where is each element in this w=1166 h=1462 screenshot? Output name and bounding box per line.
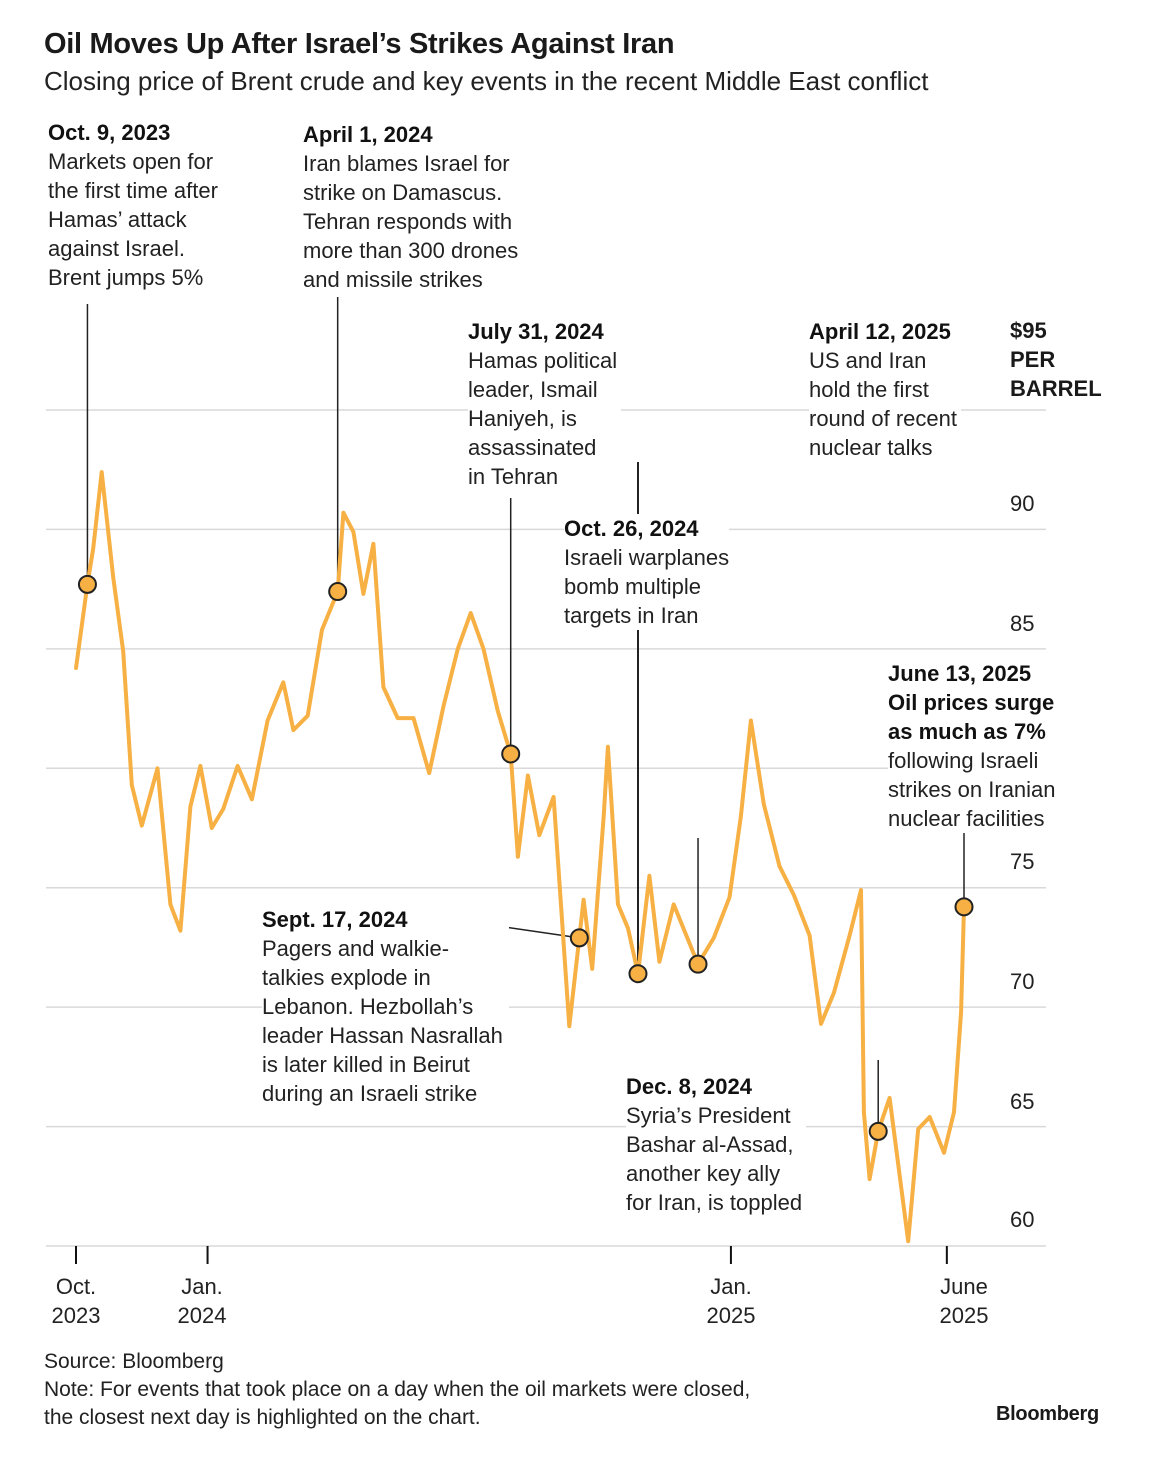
annotation-oct-2024: Oct. 26, 2024 Israeli warplanes bomb mul… <box>564 514 730 630</box>
annotation-line: bomb multiple <box>564 574 701 599</box>
annotation-line: against Israel. <box>48 236 185 261</box>
annotation-date: Dec. 8, 2024 <box>626 1074 752 1099</box>
annotation-line-bold: Oil prices surge <box>888 690 1055 715</box>
x-tick-label: Oct. 2023 <box>36 1272 116 1330</box>
annotation-line: Iran blames Israel for <box>303 151 510 176</box>
source-line: Source: Bloomberg <box>44 1350 224 1373</box>
x-tick-label: Jan. 2025 <box>691 1272 771 1330</box>
x-tick-year: 2025 <box>706 1303 756 1328</box>
annotation-line: round of recent <box>809 406 957 431</box>
y-tick-label: 85 <box>1010 611 1035 636</box>
annotation-line: Markets open for <box>48 149 214 174</box>
event-marker <box>569 928 589 948</box>
annotation-line: assassinated <box>468 435 597 460</box>
event-marker <box>688 954 708 974</box>
annotation-line: Brent jumps 5% <box>48 265 204 290</box>
bloomberg-logo: Bloomberg <box>996 1403 1099 1425</box>
annotation-line: and missile strikes <box>303 267 483 292</box>
y-unit-line: PER <box>1010 347 1056 372</box>
event-marker <box>954 897 974 917</box>
annotation-dec-2024: Dec. 8, 2024 Syria’s President Bashar al… <box>626 1072 807 1217</box>
note-line: Note: For events that took place on a da… <box>44 1378 751 1401</box>
annotation-line: more than 300 drones <box>303 238 519 263</box>
event-marker <box>77 574 97 594</box>
event-marker <box>501 744 521 764</box>
brent-price-line <box>74 470 966 1244</box>
annotation-date: Oct. 26, 2024 <box>564 516 699 541</box>
annotation-line: US and Iran <box>809 348 927 373</box>
x-tick-month: Jan. <box>181 1274 223 1299</box>
annotation-line: Lebanon. Hezbollah’s <box>262 994 474 1019</box>
annotation-line: leader Hassan Nasrallah <box>262 1023 503 1048</box>
x-tick-year: 2025 <box>939 1303 989 1328</box>
source-note: Source: Bloomberg Note: For events that … <box>44 1348 750 1432</box>
annotation-line: Hamas political <box>468 348 618 373</box>
annotation-date: Sept. 17, 2024 <box>262 907 408 932</box>
y-unit-line: $95 <box>1010 318 1047 343</box>
page-title: Oil Moves Up After Israel’s Strikes Agai… <box>44 28 675 60</box>
annotation-line: during an Israeli strike <box>262 1081 478 1106</box>
y-tick-label: 70 <box>1010 969 1035 994</box>
y-tick-label: 90 <box>1010 491 1035 516</box>
annotation-line: hold the first <box>809 377 929 402</box>
annotation-line: Syria’s President <box>626 1103 791 1128</box>
x-tick-year: 2023 <box>51 1303 101 1328</box>
annotation-line: nuclear facilities <box>888 806 1045 831</box>
annotation-line: the first time after <box>48 178 218 203</box>
annotation-apr-2025: April 12, 2025 US and Iran hold the firs… <box>809 317 961 462</box>
annotation-line: strike on Damascus. <box>303 180 503 205</box>
y-tick-label: 60 <box>1010 1207 1035 1232</box>
annotation-date: July 31, 2024 <box>468 319 604 344</box>
annotation-date: April 1, 2024 <box>303 122 433 147</box>
annotation-oct-2023: Oct. 9, 2023 Markets open for the first … <box>48 118 218 292</box>
annotation-line: Haniyeh, is <box>468 406 577 431</box>
annotation-jun-2025: June 13, 2025 Oil prices surge as much a… <box>888 659 1056 833</box>
event-marker <box>628 964 648 984</box>
annotation-sep-2024: Sept. 17, 2024 Pagers and walkie- talkie… <box>262 905 509 1108</box>
annotation-line: for Iran, is toppled <box>626 1190 803 1215</box>
x-tick-label: Jan. 2024 <box>162 1272 242 1330</box>
annotation-line: in Tehran <box>468 464 559 489</box>
annotation-line: Bashar al-Assad, <box>626 1132 794 1157</box>
annotation-line: is later killed in Beirut <box>262 1052 470 1077</box>
annotation-line: another key ally <box>626 1161 781 1186</box>
y-unit-line: BARREL <box>1010 376 1102 401</box>
x-tick-month: Jan. <box>710 1274 752 1299</box>
x-tick-month: June <box>940 1274 988 1299</box>
annotation-line-bold: as much as 7% <box>888 719 1046 744</box>
y-tick-label: 65 <box>1010 1089 1035 1114</box>
x-tick-month: Oct. <box>55 1274 97 1299</box>
annotation-line: strikes on Iranian <box>888 777 1056 802</box>
event-marker <box>328 582 348 602</box>
x-tick-label: June 2025 <box>924 1272 1004 1330</box>
annotation-date: April 12, 2025 <box>809 319 951 344</box>
note-line: the closest next day is highlighted on t… <box>44 1406 481 1429</box>
annotation-line: targets in Iran <box>564 603 699 628</box>
annotation-line: Pagers and walkie- <box>262 936 450 961</box>
annotation-jul-2024: July 31, 2024 Hamas political leader, Is… <box>468 317 622 491</box>
annotation-line: Israeli warplanes <box>564 545 730 570</box>
page-subtitle: Closing price of Brent crude and key eve… <box>44 66 929 96</box>
annotation-line: Hamas’ attack <box>48 207 187 232</box>
y-tick-label: 75 <box>1010 849 1035 874</box>
annotation-date: Oct. 9, 2023 <box>48 120 171 145</box>
event-marker <box>868 1121 888 1141</box>
annotation-line: Tehran responds with <box>303 209 513 234</box>
annotation-apr-2024: April 1, 2024 Iran blames Israel for str… <box>303 120 518 294</box>
annotation-line: talkies explode in <box>262 965 431 990</box>
annotation-line: nuclear talks <box>809 435 933 460</box>
annotation-line: following Israeli <box>888 748 1039 773</box>
annotation-line: leader, Ismail <box>468 377 598 402</box>
annotation-date: June 13, 2025 <box>888 661 1032 686</box>
y-axis-unit: $95 PER BARREL <box>1010 316 1102 403</box>
x-tick-year: 2024 <box>177 1303 227 1328</box>
